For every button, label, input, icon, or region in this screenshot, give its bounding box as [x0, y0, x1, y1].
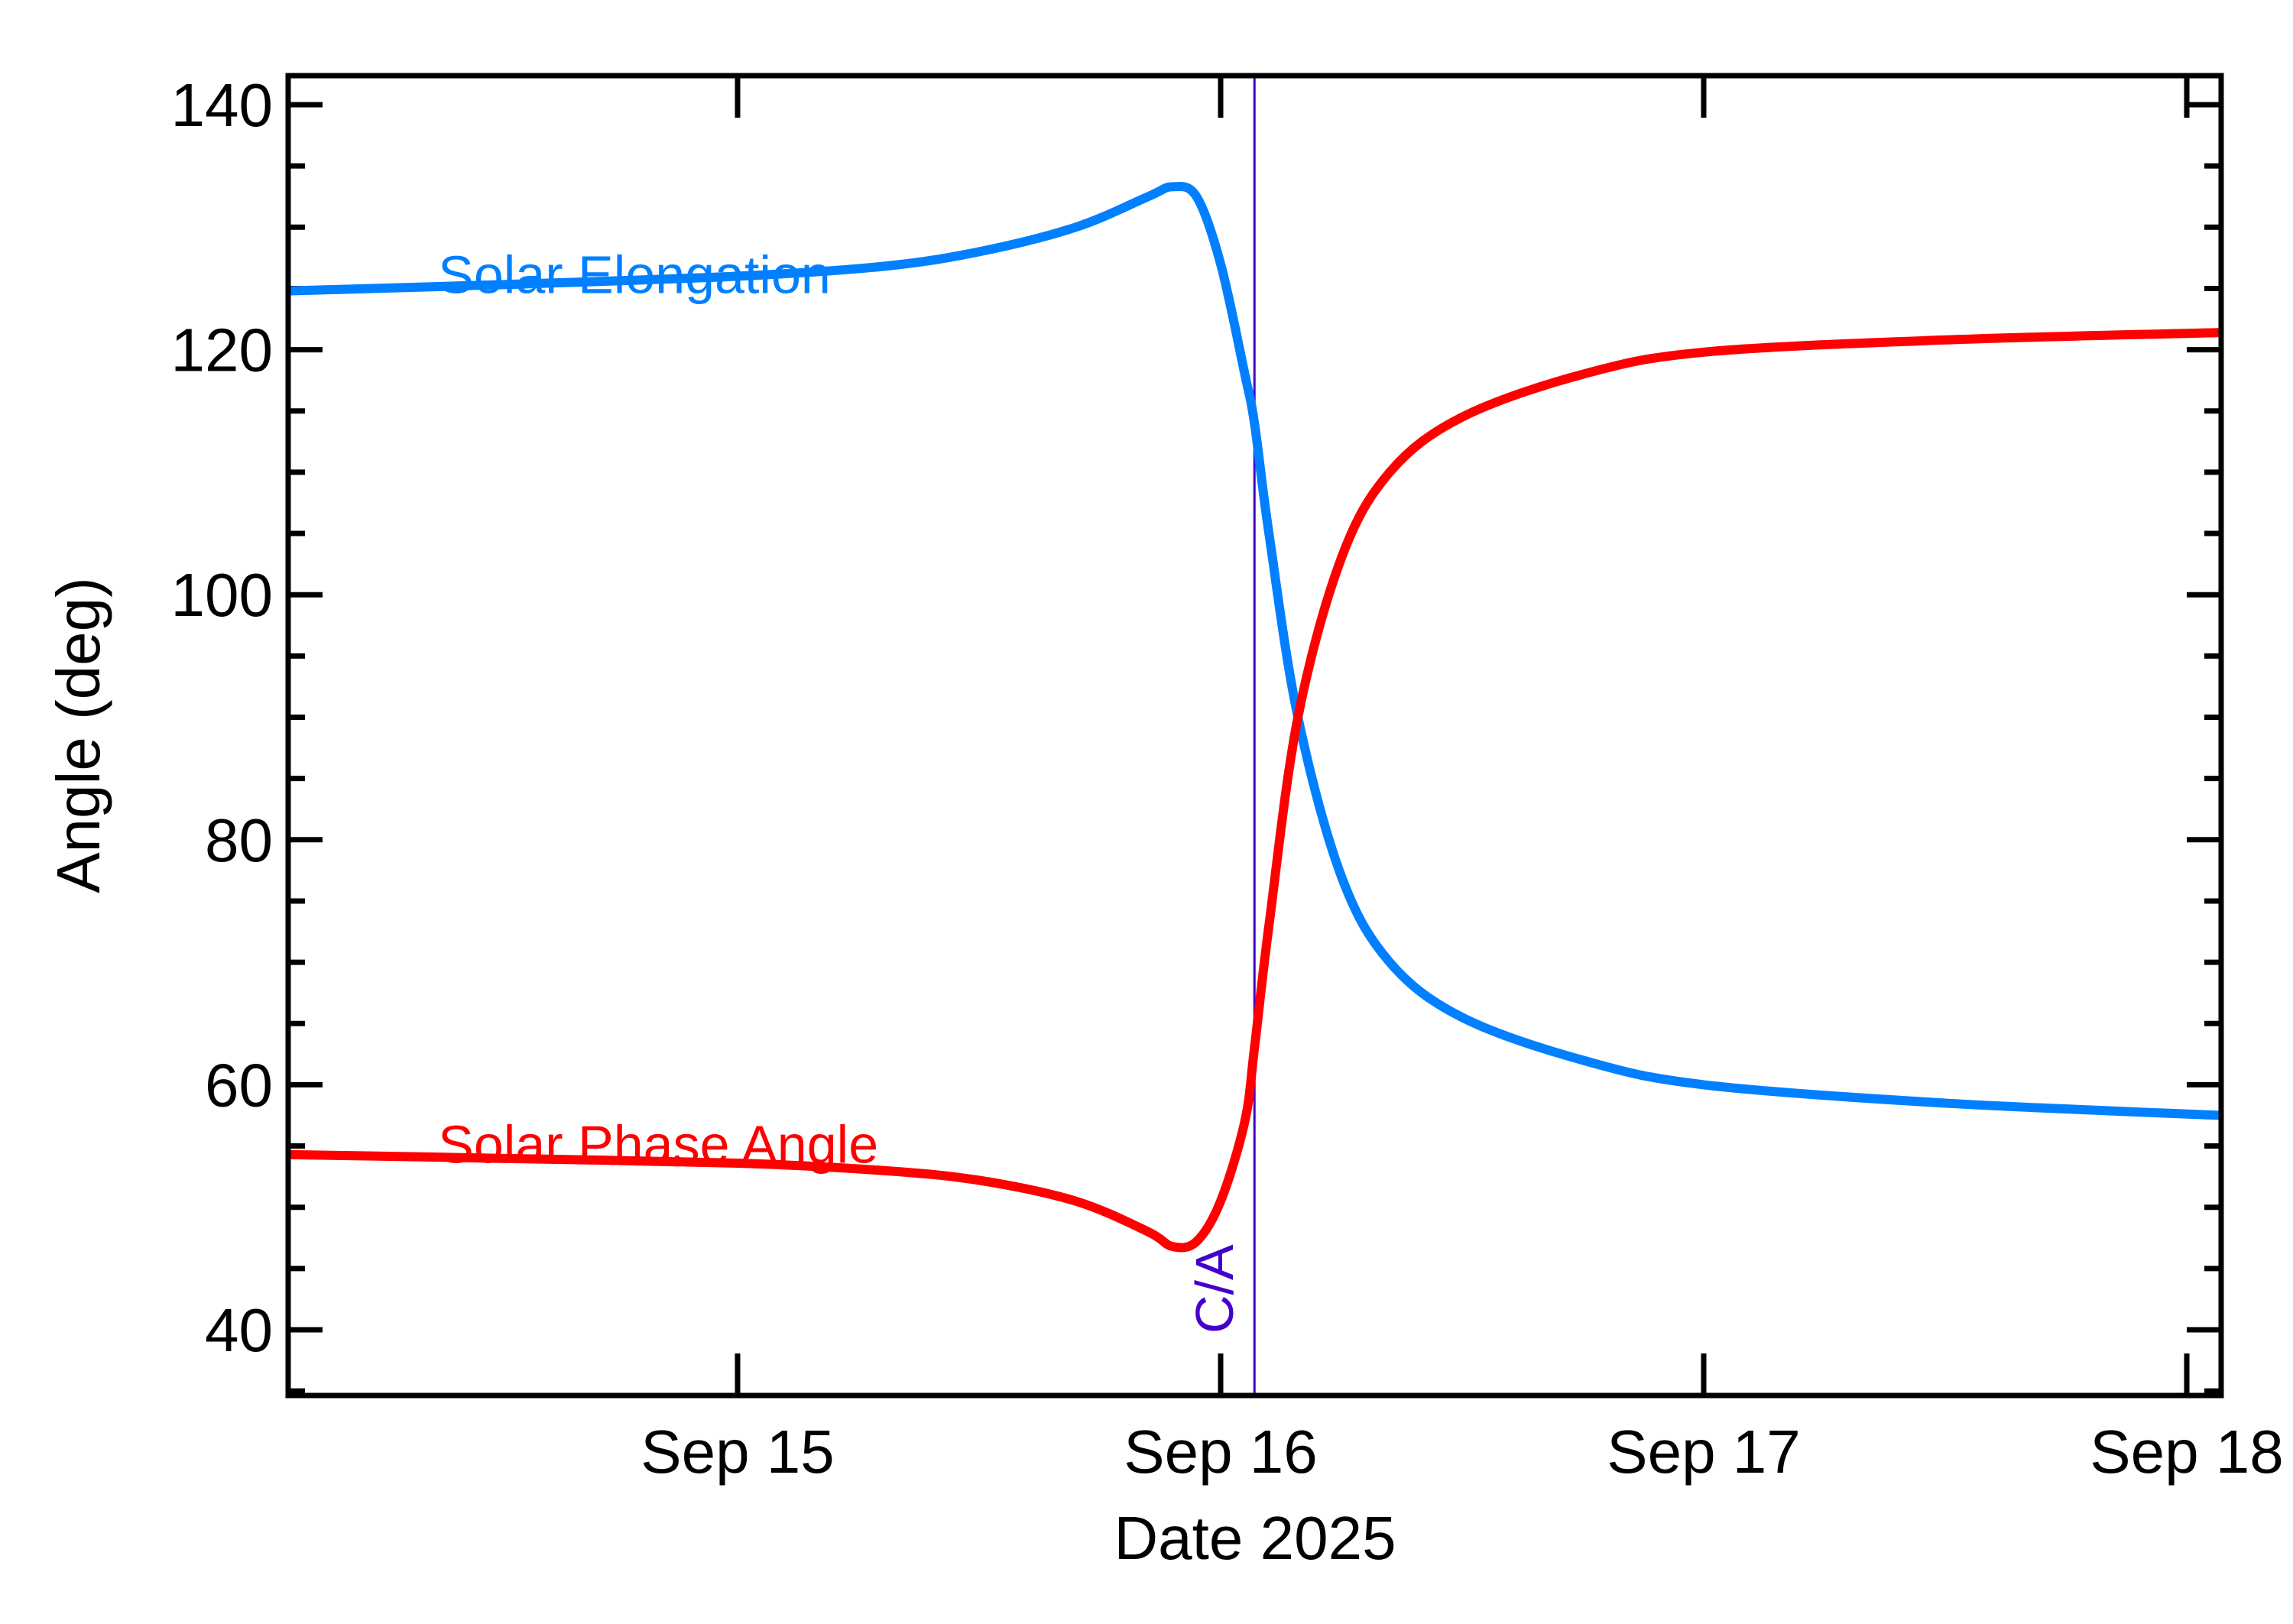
y-tick-label: 100	[171, 561, 273, 629]
solar-phase-angle-label: Solar Phase Angle	[438, 1115, 878, 1175]
closest-approach-marker: C/A	[1185, 76, 1256, 1395]
solar-phase-angle-line	[288, 328, 2221, 1253]
ca-label: C/A	[1185, 1244, 1244, 1334]
y-tick-label: 80	[205, 806, 273, 874]
x-tick-label: Sep 17	[1607, 1418, 1801, 1486]
x-tick-label: Sep 15	[641, 1418, 835, 1486]
x-axis-title: Date 2025	[1114, 1504, 1396, 1572]
solar-elongation-line	[288, 182, 2221, 1120]
y-tick-label: 60	[205, 1051, 273, 1119]
x-tick-labels: Sep 15 Sep 16 Sep 17 Sep 18	[641, 1418, 2284, 1486]
y-axis-title: Angle (deg)	[44, 577, 112, 893]
data-series	[288, 182, 2221, 1253]
axis-ticks	[288, 76, 2221, 1395]
series-labels: Solar Elongation Solar Phase Angle	[438, 245, 878, 1174]
solar-elongation-label: Solar Elongation	[438, 245, 831, 304]
y-tick-label: 40	[205, 1296, 273, 1364]
y-tick-label: 120	[171, 316, 273, 384]
y-tick-labels: 40 60 80 100 120 140	[171, 71, 273, 1364]
plot-area: C/A	[285, 73, 2224, 1399]
plot-frame	[285, 73, 2224, 1399]
x-tick-label: Sep 16	[1124, 1418, 1318, 1486]
y-minor-ticks	[288, 163, 2221, 1394]
y-tick-label: 140	[171, 71, 273, 139]
x-tick-label: Sep 18	[2090, 1418, 2284, 1486]
